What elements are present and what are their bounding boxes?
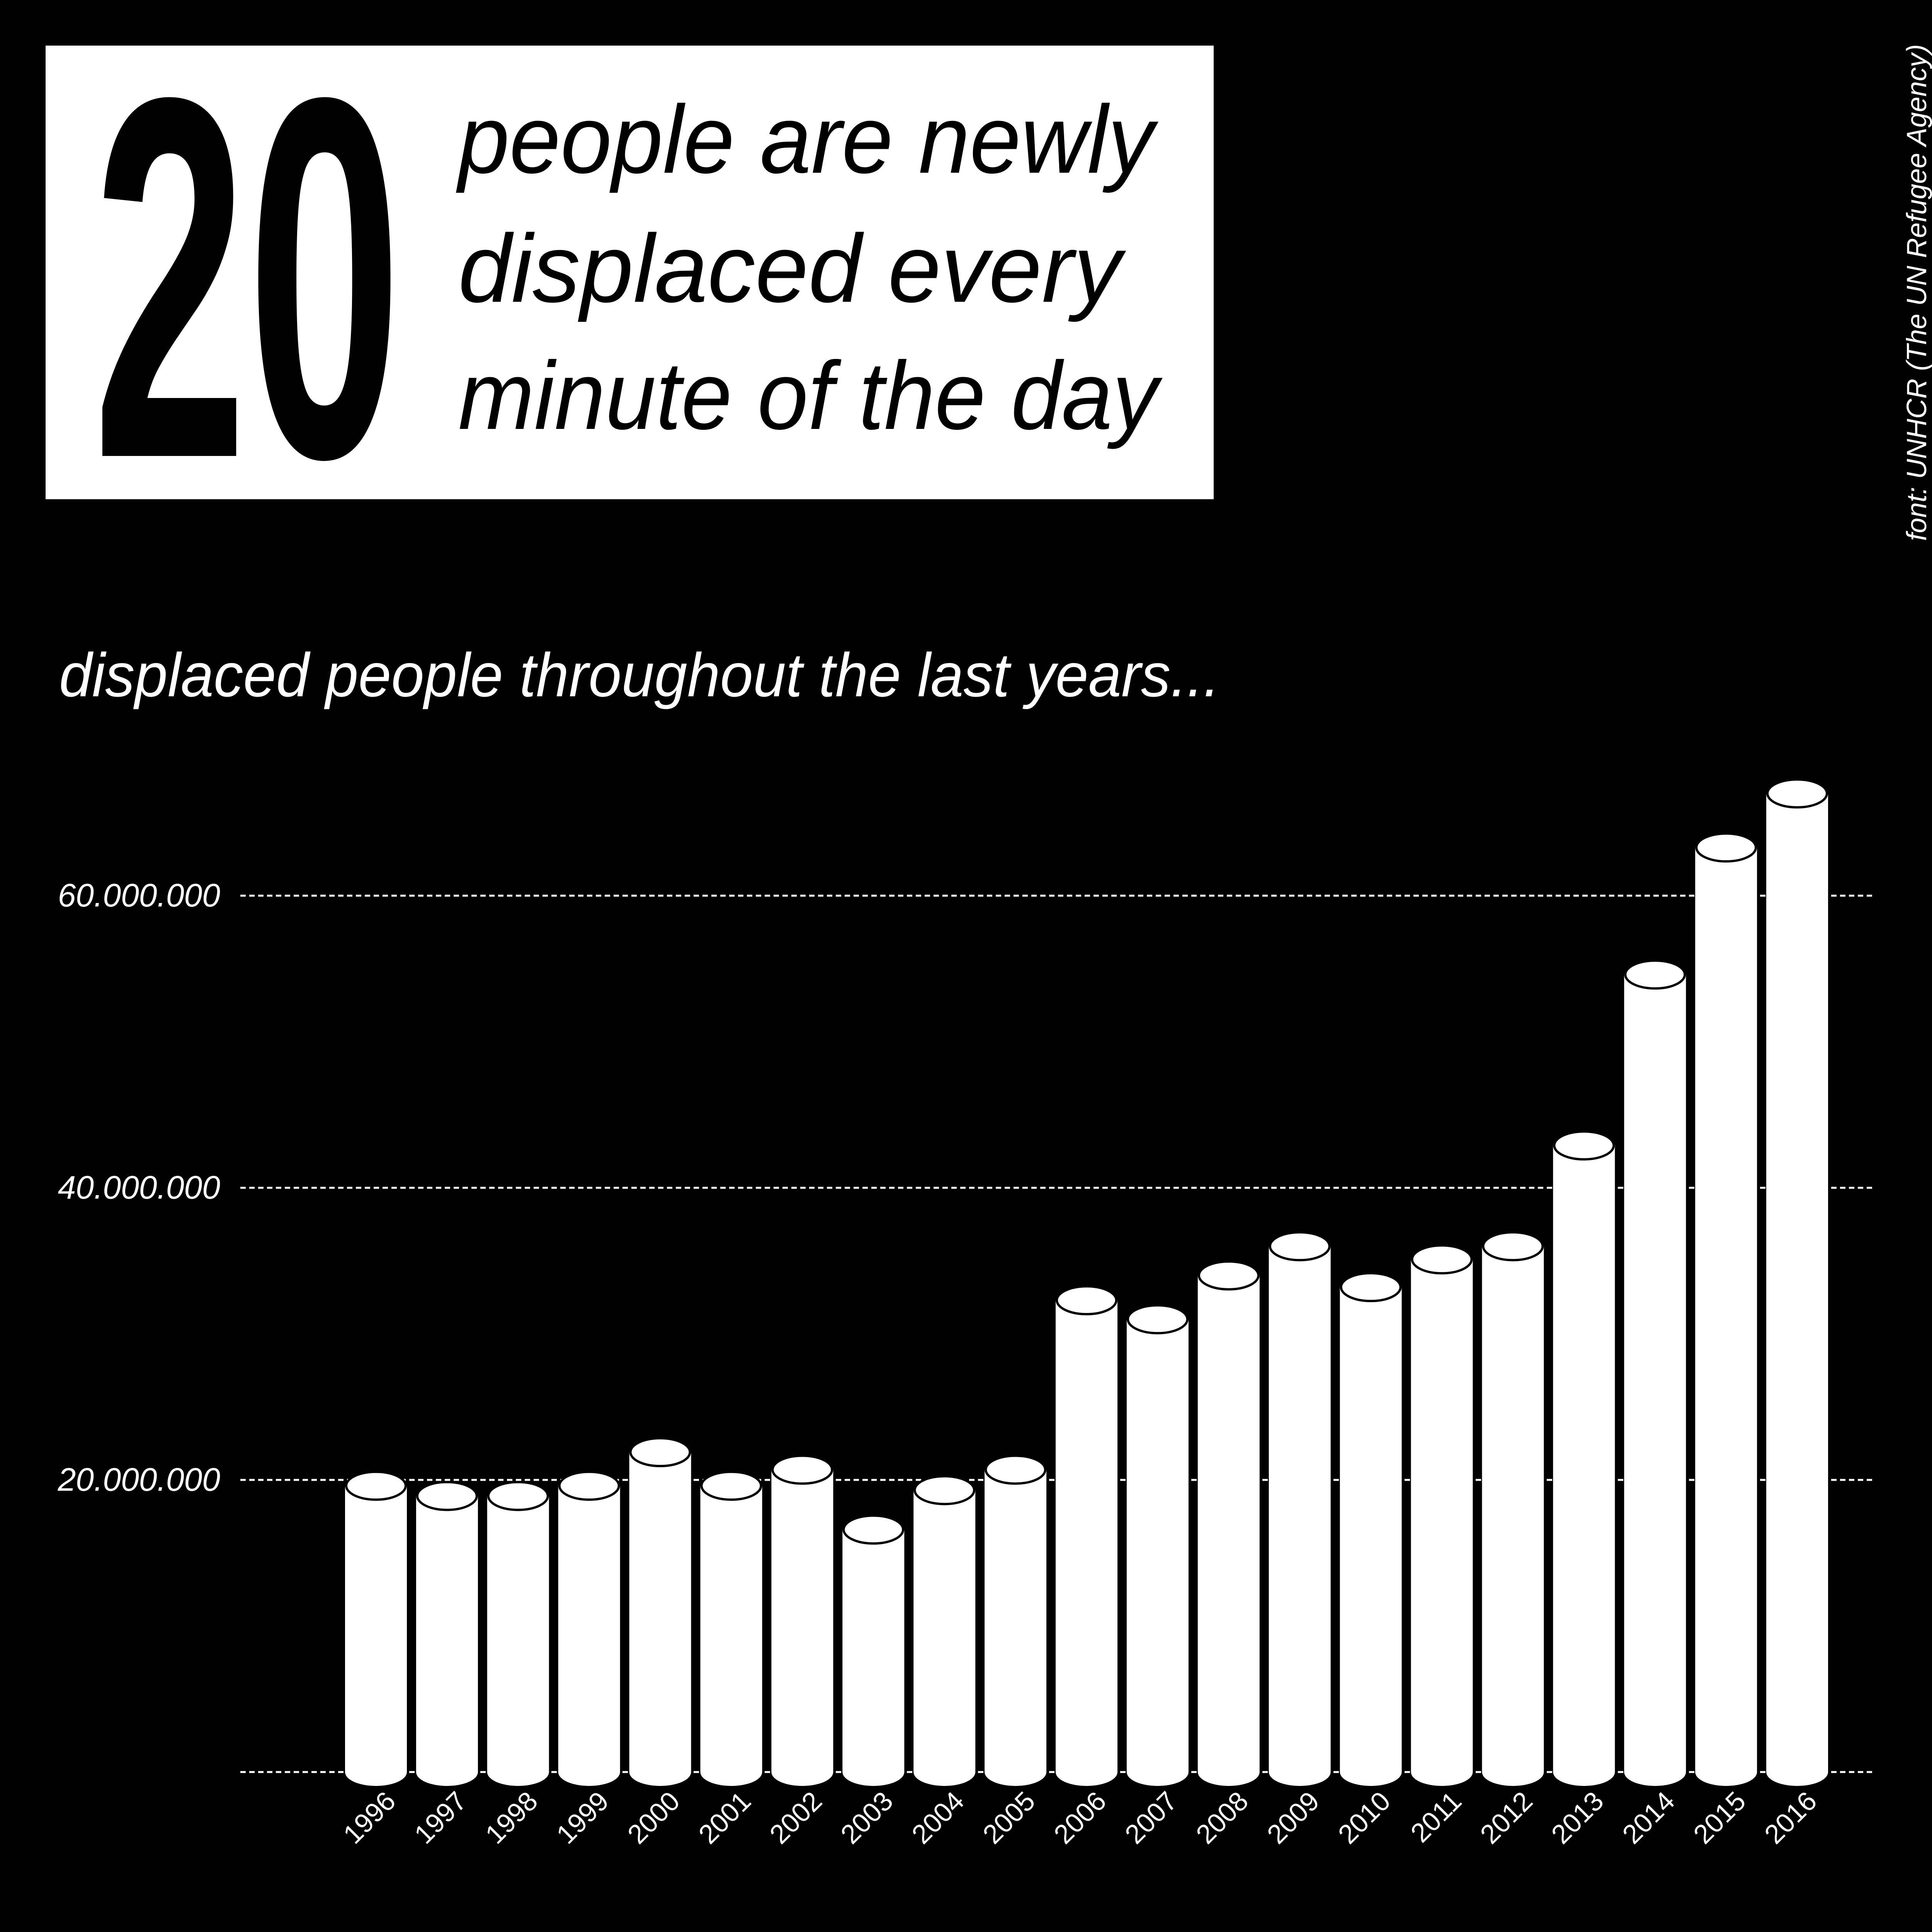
bar — [1197, 1275, 1260, 1772]
bar — [1624, 975, 1686, 1772]
bar-top — [700, 1471, 762, 1501]
bar-top — [842, 1514, 905, 1545]
bar-top — [487, 1481, 549, 1511]
chart-title: displaced people throughout the last yea… — [59, 640, 1220, 709]
bar-top — [913, 1475, 976, 1505]
bar-top — [985, 1454, 1047, 1485]
bar — [629, 1452, 691, 1772]
bar-top — [1056, 1285, 1117, 1316]
bar — [416, 1496, 478, 1772]
bar-top — [1411, 1244, 1473, 1275]
bar — [1056, 1300, 1117, 1772]
bar-top — [771, 1454, 833, 1485]
y-tick-label: 60.000.000 — [58, 877, 221, 913]
bar — [1340, 1287, 1402, 1772]
bar — [842, 1529, 905, 1772]
bar-top — [1624, 959, 1686, 990]
headline-number: 20 — [93, 0, 402, 565]
headline-line: displaced every — [458, 214, 1126, 322]
bar-top — [1340, 1272, 1402, 1303]
bar — [985, 1469, 1047, 1772]
bar — [771, 1469, 833, 1772]
headline-box — [46, 46, 1214, 499]
y-tick-label: 40.000.000 — [58, 1169, 221, 1206]
bar-top — [558, 1471, 620, 1501]
bar — [345, 1486, 407, 1772]
bar — [1553, 1145, 1615, 1772]
bar-top — [1482, 1231, 1544, 1262]
bar — [1411, 1259, 1473, 1772]
headline-line: people are newly — [456, 85, 1158, 193]
bar-top — [416, 1481, 478, 1511]
bar — [1482, 1246, 1544, 1772]
source-note: font: UNHCR (The UN Refugee Agency) — [1901, 44, 1932, 541]
bar-top — [1197, 1260, 1260, 1291]
bar — [487, 1496, 549, 1772]
bar — [913, 1490, 976, 1772]
bar — [1766, 793, 1828, 1772]
bar — [1269, 1246, 1331, 1772]
bar-top — [345, 1471, 407, 1501]
bar-top — [1553, 1130, 1615, 1161]
bar — [700, 1486, 762, 1772]
bar-top — [1269, 1231, 1331, 1262]
bar-top — [1695, 832, 1757, 863]
bar — [1126, 1319, 1189, 1772]
headline-line: minute of the day — [458, 342, 1163, 449]
bar-top — [629, 1437, 691, 1468]
y-tick-label: 20.000.000 — [58, 1461, 221, 1498]
bar — [1695, 847, 1757, 1772]
bar — [558, 1486, 620, 1772]
bar-top — [1126, 1304, 1189, 1335]
bar-top — [1766, 778, 1828, 809]
